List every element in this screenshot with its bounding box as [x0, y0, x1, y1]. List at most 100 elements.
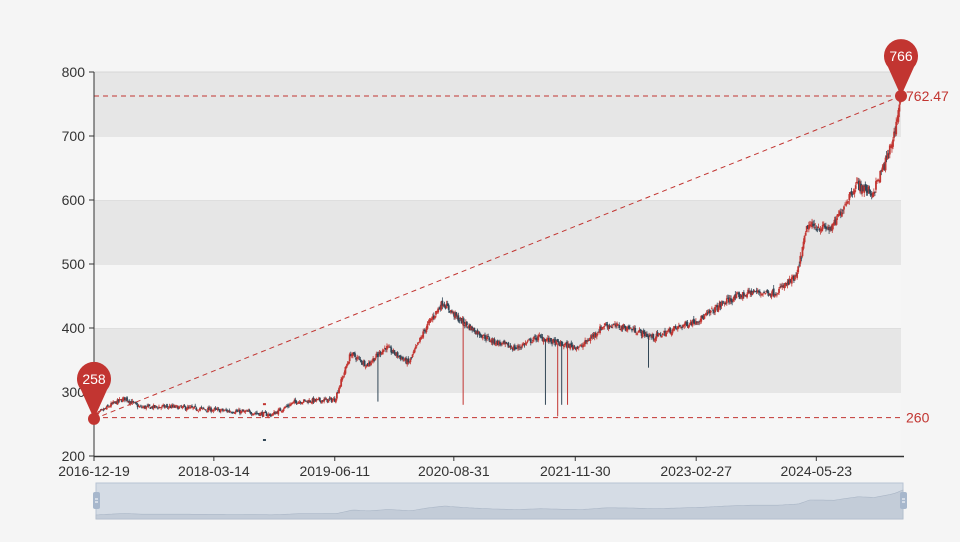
candle-body [777, 293, 779, 295]
split-area-bands [94, 71, 901, 456]
y-tick-label: 300 [62, 384, 86, 400]
candle-body [98, 411, 101, 413]
candle-body [427, 321, 430, 323]
zoom-handle-right[interactable] [900, 492, 907, 509]
candle-body [774, 294, 777, 296]
candle-body [504, 342, 507, 345]
candle-body [220, 408, 223, 410]
candle-body [218, 409, 221, 413]
candle-body [114, 401, 117, 403]
candle-body [358, 357, 361, 359]
candle-body [179, 405, 182, 407]
candle-body [700, 315, 703, 322]
candle-body [380, 353, 383, 354]
candle-body [863, 185, 866, 193]
candle-body [106, 405, 109, 407]
zoom-handle-left[interactable] [93, 492, 100, 509]
candle-body [503, 340, 506, 344]
candle-body [147, 405, 150, 407]
candle-body [804, 232, 807, 236]
candle-body [663, 331, 665, 333]
candle-body [652, 334, 655, 340]
candle-body [597, 332, 599, 334]
candle-body [376, 353, 379, 355]
candle-body [871, 193, 874, 198]
data-zoom-slider[interactable] [93, 482, 907, 520]
candle-body [572, 346, 575, 350]
zoom-preview-area [95, 489, 904, 520]
candle-body [796, 272, 799, 278]
candle-body [122, 397, 125, 399]
candle-body [361, 363, 364, 364]
candlestick-series[interactable] [93, 100, 902, 441]
candle-body [208, 407, 210, 410]
candle-body [211, 410, 214, 412]
mark-pin-max[interactable] [884, 39, 918, 97]
candle-body [129, 401, 132, 404]
candle-body [709, 310, 712, 313]
candle-body [136, 404, 139, 408]
candle-body [614, 323, 616, 326]
candle-body [861, 185, 864, 194]
candle-body [715, 305, 718, 307]
candle-body [729, 297, 731, 303]
candle-body [696, 321, 698, 323]
candle-body [607, 325, 610, 329]
candle-body [219, 410, 222, 412]
candle-body [724, 303, 727, 304]
candle-body [335, 392, 338, 399]
candle-body [654, 337, 657, 341]
candle-body [899, 101, 902, 103]
mark-dot-min [88, 412, 100, 425]
candle-body [690, 322, 693, 326]
candle-body [741, 292, 744, 299]
candle-body [513, 345, 516, 350]
candle-body [100, 409, 103, 411]
candle-body [616, 323, 618, 327]
candle-body [815, 228, 818, 231]
candle-body [272, 413, 274, 416]
candle-body [323, 399, 326, 402]
candle-body [210, 408, 213, 412]
mark-lines: 762.47 260 [93, 88, 949, 426]
candle-body [275, 412, 278, 414]
candle-body [695, 321, 697, 325]
candle-body [790, 277, 793, 284]
candle-body [837, 214, 840, 217]
candle-body [716, 305, 719, 311]
candle-body [366, 363, 369, 366]
candle-body [431, 316, 434, 320]
candle-body [748, 290, 751, 293]
candle-body [703, 315, 706, 319]
candle-body [525, 342, 528, 344]
candle-body [514, 348, 517, 349]
candle-body [881, 167, 884, 172]
mark-points[interactable]: 766 258 [76, 39, 918, 425]
candle-body [151, 406, 154, 409]
candle-body [477, 331, 480, 334]
candle-body [460, 318, 463, 324]
candle-body [508, 346, 511, 348]
candle-body [188, 406, 191, 409]
candle-body [193, 406, 196, 409]
candle-body [259, 412, 262, 417]
candle-body [327, 399, 330, 403]
mark-pin-min[interactable] [76, 361, 111, 419]
candle-body [248, 409, 251, 412]
candle-body [160, 407, 163, 409]
candle-body [807, 225, 810, 230]
candle-body [559, 341, 562, 347]
candle-body [686, 322, 689, 327]
candle-body [803, 235, 806, 243]
candle-body [99, 410, 102, 412]
mark-dot-max [895, 90, 907, 103]
candle-body [509, 345, 512, 348]
candle-body [440, 301, 443, 310]
candle-body [745, 295, 747, 297]
candle-body [735, 294, 738, 299]
candle-body [414, 346, 417, 349]
candle-body [142, 407, 144, 408]
candle-body [628, 327, 631, 329]
candle-body [374, 358, 377, 361]
candle-body [698, 321, 701, 323]
